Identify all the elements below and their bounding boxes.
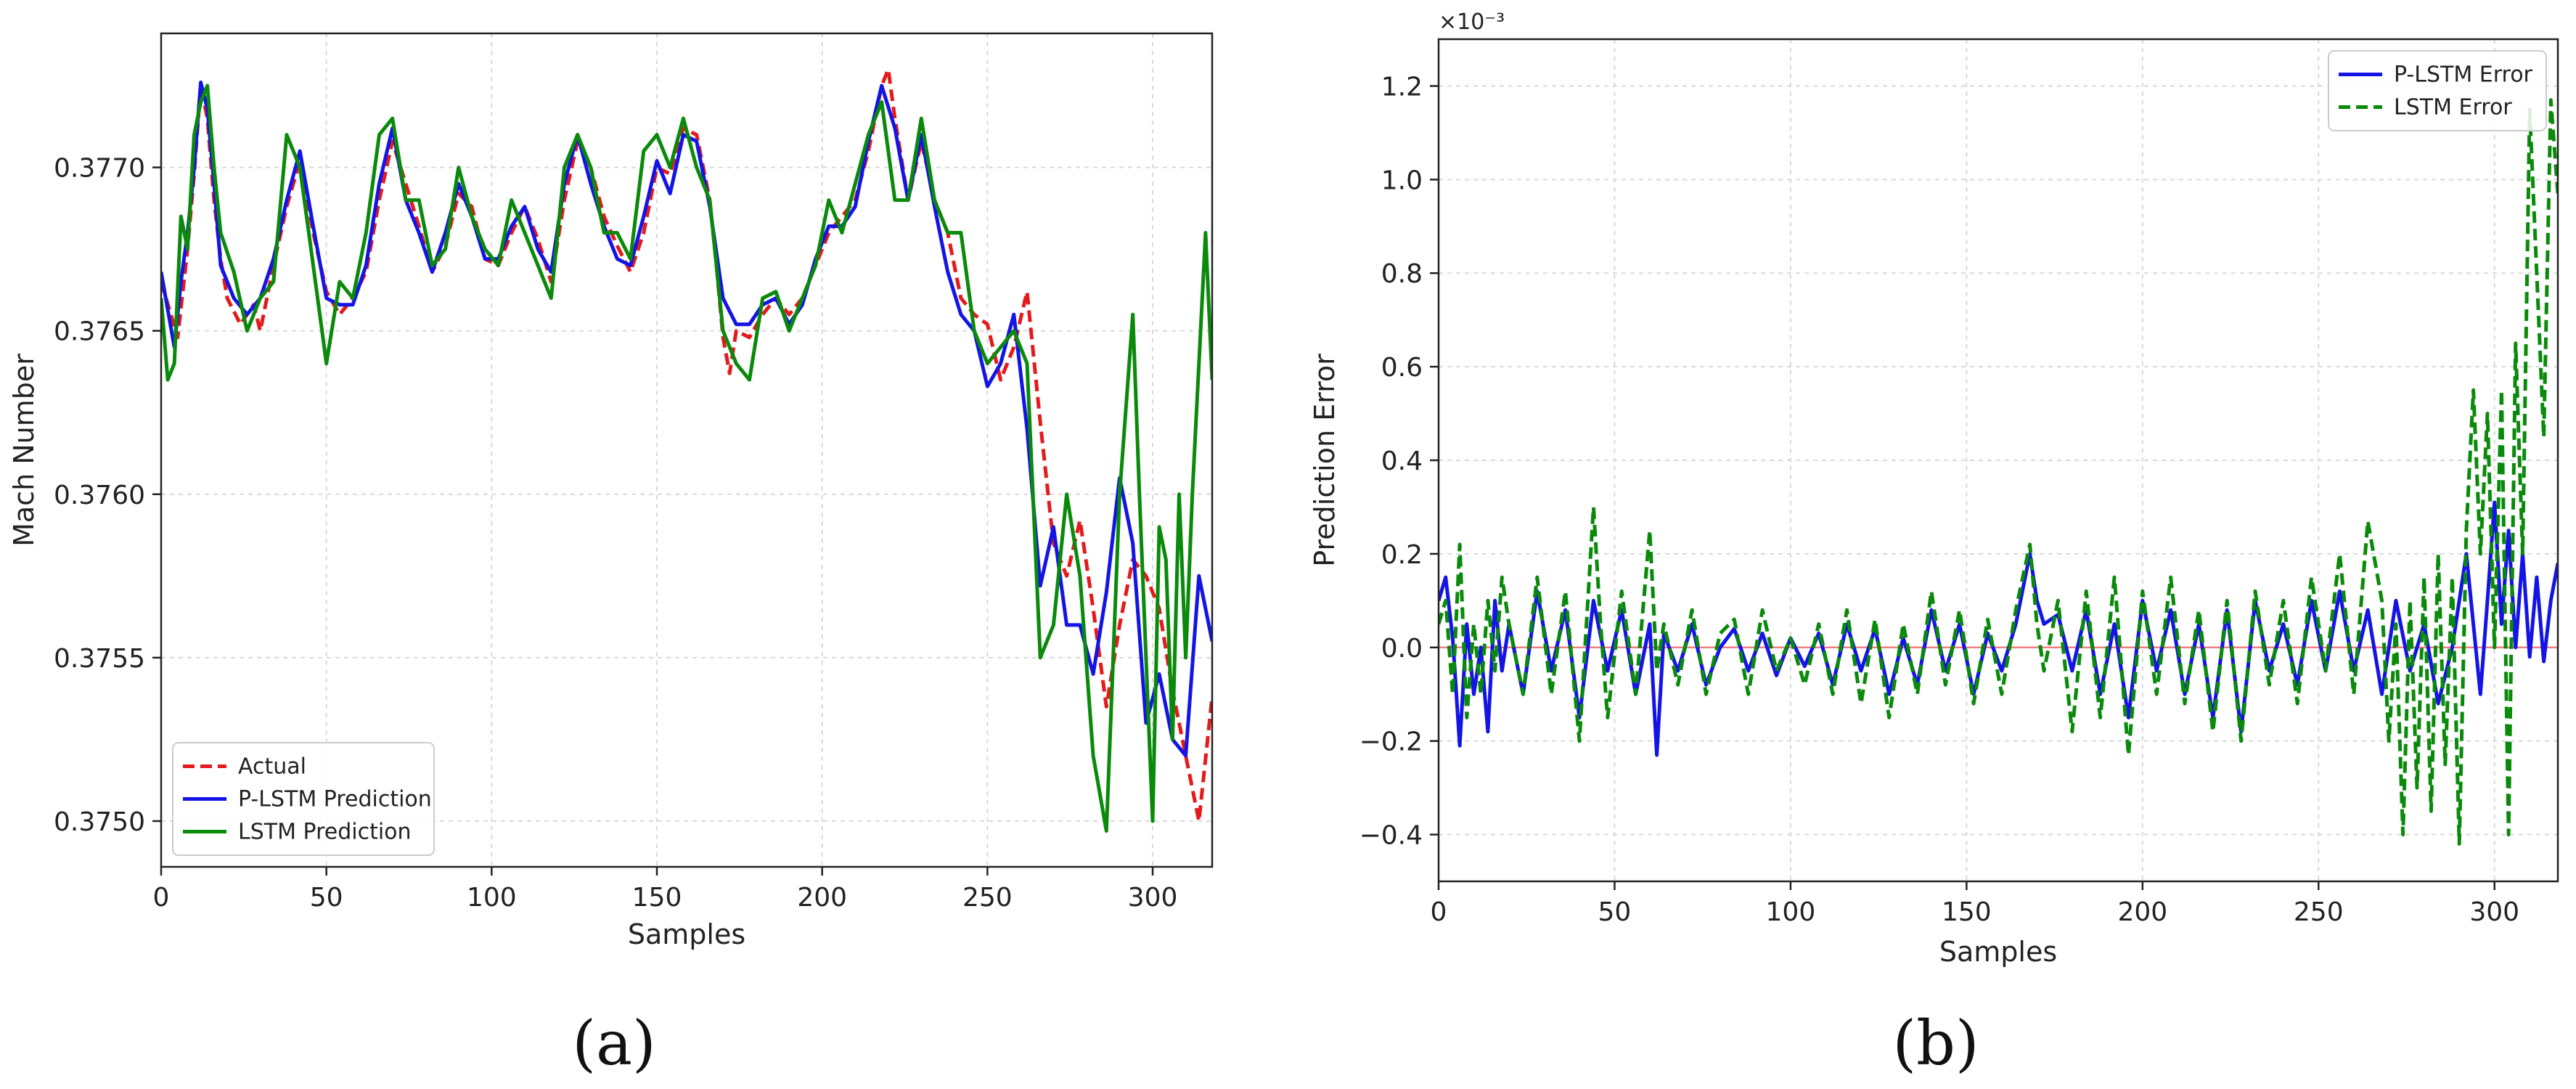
series-line-actual xyxy=(161,68,1212,823)
panel-a-mach-number-chart: 0 50 100 150 200 250 300 0.37500.37550.37600.3… xyxy=(8,32,1214,1079)
x-tick-label-250: 250 xyxy=(962,883,1013,913)
y-tick-label-0-2: −0.2 xyxy=(1359,727,1423,757)
y-tick-label-0-3760: 0.3760 xyxy=(54,481,145,510)
x-tick-label-200: 200 xyxy=(2117,897,2167,927)
panel-b-x-ticks: 0 50 100 150 200 250 300 xyxy=(1431,881,2519,927)
series-line-lstm-prediction xyxy=(161,83,1212,833)
panel-b-prediction-error-chart: 0 50 100 150 200 250 300 −0.4 −0.2 0.0 0.2 0.4 0.6 0… xyxy=(1309,9,2559,1079)
x-tick-label-150: 150 xyxy=(632,883,682,913)
y-tick-label-0-2: 0.2 xyxy=(1381,540,1423,570)
panel-a-axes-frame xyxy=(160,32,1214,868)
legend-label-lstm-error: LSTM Error xyxy=(2394,95,2512,121)
panel-a-legend: Actual P-LSTM Prediction LSTM Prediction xyxy=(172,742,435,856)
panel-a-x-axis-label: Samples xyxy=(628,918,745,950)
legend-label-actual: Actual xyxy=(238,754,306,780)
y-tick-label-0-0: 0.0 xyxy=(1381,634,1423,664)
x-tick-label-300: 300 xyxy=(1128,883,1178,913)
panel-b-grid xyxy=(1438,39,2558,881)
y-tick-label-0-3750: 0.3750 xyxy=(54,807,145,837)
panel-a-series xyxy=(161,68,1212,833)
panel-a-y-axis-label: Mach Number xyxy=(8,354,40,547)
x-tick-label-50: 50 xyxy=(1598,897,1632,927)
y-tick-label-0-4: −0.4 xyxy=(1359,821,1423,851)
panel-b-x-axis-label: Samples xyxy=(1939,936,2057,968)
panel-b-legend: P-LSTM Error LSTM Error xyxy=(2328,50,2547,131)
y-tick-label-0-4: 0.4 xyxy=(1381,446,1423,476)
y-tick-label-0-8: 0.8 xyxy=(1381,259,1423,289)
panel-b-series xyxy=(1439,98,2558,846)
panel-b-y-axis-label: Prediction Error xyxy=(1309,354,1341,567)
x-tick-label-100: 100 xyxy=(1766,897,1816,927)
x-tick-label-0: 0 xyxy=(1431,897,1447,927)
panel-b-scale-note: ×10⁻³ xyxy=(1439,9,1505,35)
y-tick-label-1-0: 1.0 xyxy=(1381,166,1423,195)
legend-box xyxy=(2328,50,2547,131)
x-tick-label-250: 250 xyxy=(2294,897,2344,927)
x-tick-label-200: 200 xyxy=(797,883,847,913)
panel-b-y-ticks: −0.4 −0.2 0.0 0.2 0.4 0.6 0.8 1.0 1.2 xyxy=(1359,72,1439,851)
x-tick-label-50: 50 xyxy=(310,883,343,913)
legend-label-lstm-prediction: LSTM Prediction xyxy=(238,820,412,845)
x-tick-label-300: 300 xyxy=(2469,897,2519,927)
series-line-p-lstm-prediction xyxy=(161,81,1212,758)
y-tick-label-0-3765: 0.3765 xyxy=(54,317,145,347)
panel-b-label: (b) xyxy=(1892,1008,1979,1079)
panel-a-label: (a) xyxy=(572,1008,656,1079)
y-tick-label-0-3770: 0.3770 xyxy=(54,154,145,184)
y-tick-label-0-3755: 0.3755 xyxy=(54,644,145,674)
panel-a-grid xyxy=(160,33,1212,867)
x-tick-label-0: 0 xyxy=(153,883,170,913)
x-tick-label-150: 150 xyxy=(1942,897,1992,927)
x-tick-label-100: 100 xyxy=(467,883,517,913)
legend-label-p-lstm-prediction: P-LSTM Prediction xyxy=(238,787,432,812)
legend-box xyxy=(172,742,435,856)
panel-a-x-ticks: 0 50 100 150 200 250 300 xyxy=(153,867,1178,913)
panel-a-y-ticks: 0.3750 0.3755 0.3760 0.3765 0.3770 xyxy=(54,154,161,837)
y-tick-label-0-6: 0.6 xyxy=(1381,353,1423,383)
legend-label-p-lstm-error: P-LSTM Error xyxy=(2394,62,2533,88)
y-tick-label-1-2: 1.2 xyxy=(1381,72,1423,102)
series-line-lstm-error xyxy=(1439,98,2558,846)
